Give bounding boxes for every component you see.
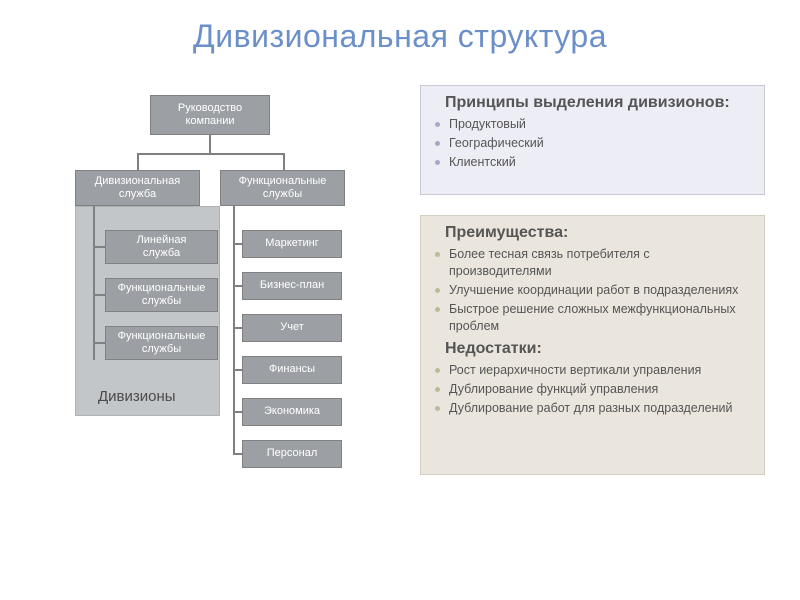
pros-item: Улучшение координации работ в подразделе… (435, 282, 750, 299)
connector-line (233, 243, 242, 245)
principles-item: Географический (435, 135, 750, 152)
org-left-child-2: Функциональные службы (105, 326, 218, 360)
cons-item: Дублирование функций управления (435, 381, 750, 398)
org-left-child-0: Линейная служба (105, 230, 218, 264)
connector-line (93, 342, 105, 344)
connector-line (93, 294, 105, 296)
connector-line (233, 369, 242, 371)
connector-line (93, 206, 95, 360)
principles-item: Клиентский (435, 154, 750, 171)
connector-line (209, 135, 211, 153)
org-root: Руководство компании (150, 95, 270, 135)
cons-item: Дублирование работ для разных подразделе… (435, 400, 750, 417)
org-right-child-1: Бизнес-план (242, 272, 342, 300)
connector-line (283, 153, 285, 170)
cons-item: Рост иерархичности вертикали управления (435, 362, 750, 379)
org-right-child-4: Экономика (242, 398, 342, 426)
page-title: Дивизиональная структура (0, 0, 800, 55)
pros-heading: Преимущества: (435, 224, 750, 242)
pros-item: Быстрое решение сложных межфункциональны… (435, 301, 750, 335)
org-level2-0: Дивизиональная служба (75, 170, 200, 206)
connector-line (93, 246, 105, 248)
org-level2-1: Функциональные службы (220, 170, 345, 206)
divisions-label: Дивизионы (98, 388, 176, 405)
principles-list: Продуктовый Географический Клиентский (435, 116, 750, 171)
org-right-child-0: Маркетинг (242, 230, 342, 258)
org-chart: Руководство компании Дивизиональная служб… (20, 80, 400, 580)
principles-panel: Принципы выделения дивизионов: Продуктов… (420, 85, 765, 195)
cons-heading: Недостатки: (435, 340, 750, 358)
connector-line (233, 411, 242, 413)
connector-line (137, 153, 285, 155)
connector-line (137, 153, 139, 170)
pros-item: Более тесная связь потребителя с произво… (435, 246, 750, 280)
connector-line (233, 327, 242, 329)
org-left-child-1: Функциональные службы (105, 278, 218, 312)
org-right-child-2: Учет (242, 314, 342, 342)
cons-list: Рост иерархичности вертикали управления Д… (435, 362, 750, 417)
org-right-child-5: Персонал (242, 440, 342, 468)
content-area: Руководство компании Дивизиональная служб… (0, 80, 800, 600)
pros-list: Более тесная связь потребителя с произво… (435, 246, 750, 334)
connector-line (233, 453, 242, 455)
org-right-child-3: Финансы (242, 356, 342, 384)
principles-heading: Принципы выделения дивизионов: (435, 94, 750, 112)
connector-line (233, 285, 242, 287)
principles-item: Продуктовый (435, 116, 750, 133)
proscons-panel: Преимущества: Более тесная связь потреби… (420, 215, 765, 475)
